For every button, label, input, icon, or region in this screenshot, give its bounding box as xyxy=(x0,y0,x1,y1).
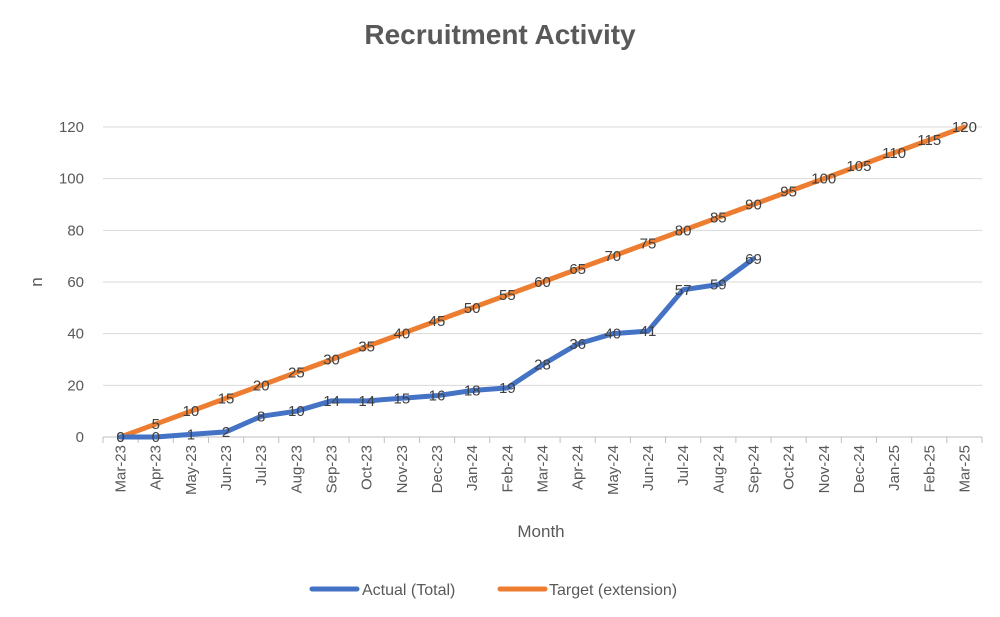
data-label-target: 40 xyxy=(394,326,411,343)
x-tick-label: Jun-23 xyxy=(218,445,235,491)
data-label-target: 70 xyxy=(604,248,621,265)
x-tick-label: Sep-24 xyxy=(745,445,762,493)
data-labels-layer: 0510152025303540455055606570758085909510… xyxy=(116,119,977,446)
data-label-target: 80 xyxy=(675,222,692,239)
series-layer xyxy=(118,124,967,440)
x-tick-label: May-23 xyxy=(183,445,200,495)
x-tick-label: Aug-23 xyxy=(288,445,305,493)
data-label-target: 60 xyxy=(534,274,551,291)
x-tick-label: Jul-23 xyxy=(253,445,270,486)
gridlines xyxy=(103,126,982,438)
data-label-target: 65 xyxy=(569,261,586,278)
data-label-target: 115 xyxy=(917,132,941,149)
data-label-target: 20 xyxy=(253,377,270,394)
series-line-target xyxy=(118,124,967,440)
x-tick-label: Dec-23 xyxy=(429,445,446,493)
x-tick-label: Jan-25 xyxy=(886,445,903,491)
data-label-target: 55 xyxy=(499,287,516,304)
data-label-actual: 19 xyxy=(499,380,516,397)
x-tick-label: May-24 xyxy=(605,445,622,495)
y-axis-title: n xyxy=(27,277,46,286)
series-line-actual xyxy=(118,256,756,440)
x-tick-label: Nov-23 xyxy=(394,445,411,493)
data-label-actual: 15 xyxy=(394,390,411,407)
data-label-target: 25 xyxy=(288,364,305,381)
data-label-actual: 41 xyxy=(640,323,657,340)
data-label-actual: 40 xyxy=(604,326,621,343)
data-label-target: 35 xyxy=(358,339,375,356)
data-label-target: 105 xyxy=(846,158,871,175)
data-label-target: 75 xyxy=(640,235,657,252)
x-tick-label: Mar-24 xyxy=(535,445,552,493)
data-label-target: 50 xyxy=(464,300,481,317)
data-label-target: 85 xyxy=(710,209,727,226)
data-label-target: 100 xyxy=(811,171,836,188)
data-label-actual: 18 xyxy=(464,383,481,400)
y-tick-label: 0 xyxy=(76,429,84,446)
x-axis-ticks: Mar-23 Apr-23 May-23 Jun-23 Jul-23 Aug-23 Sep-… xyxy=(102,437,983,495)
data-label-target: 30 xyxy=(323,352,340,369)
data-label-actual: 0 xyxy=(152,429,160,446)
data-label-target: 10 xyxy=(183,403,200,420)
data-label-actual: 14 xyxy=(358,393,375,410)
x-tick-label: Oct-23 xyxy=(359,445,376,490)
data-label-target: 120 xyxy=(952,119,977,136)
x-tick-label: Feb-24 xyxy=(499,445,516,493)
y-tick-label: 120 xyxy=(59,119,84,136)
data-label-target: 0 xyxy=(116,429,124,446)
data-label-target: 15 xyxy=(218,390,235,407)
chart-title: Recruitment Activity xyxy=(364,19,636,50)
x-tick-label: Nov-24 xyxy=(816,445,833,493)
data-label-actual: 36 xyxy=(569,336,586,353)
data-label-target: 95 xyxy=(780,184,797,201)
data-label-actual: 0 xyxy=(116,429,124,446)
x-tick-label: Dec-24 xyxy=(851,445,868,493)
legend-label-actual: Actual (Total) xyxy=(362,582,455,599)
x-tick-label: Mar-23 xyxy=(113,445,130,493)
x-tick-label: Jan-24 xyxy=(464,445,481,491)
legend-label-target: Target (extension) xyxy=(549,582,677,599)
x-tick-label: Apr-23 xyxy=(148,445,165,490)
y-tick-label: 20 xyxy=(67,377,84,394)
x-tick-label: Feb-25 xyxy=(921,445,938,493)
data-label-target: 45 xyxy=(429,313,446,330)
data-label-actual: 28 xyxy=(534,357,551,374)
x-tick-label: Aug-24 xyxy=(710,445,727,493)
data-label-actual: 57 xyxy=(675,282,692,299)
y-axis-ticks: 0 20 40 60 80 100 120 xyxy=(59,119,84,446)
data-label-actual: 10 xyxy=(288,403,305,420)
y-tick-label: 100 xyxy=(59,171,84,188)
data-label-target: 90 xyxy=(745,197,762,214)
x-tick-label: Apr-24 xyxy=(570,445,587,490)
data-label-actual: 1 xyxy=(187,426,195,443)
data-label-actual: 2 xyxy=(222,424,230,441)
data-label-actual: 14 xyxy=(323,393,340,410)
data-label-target: 5 xyxy=(152,416,160,433)
y-tick-label: 60 xyxy=(67,274,84,291)
data-label-target: 110 xyxy=(882,145,906,162)
x-tick-label: Mar-25 xyxy=(956,445,973,493)
x-tick-label: Jun-24 xyxy=(640,445,657,491)
data-label-actual: 69 xyxy=(745,251,762,268)
x-axis-title: Month xyxy=(517,522,564,541)
y-tick-label: 80 xyxy=(67,222,84,239)
y-tick-label: 40 xyxy=(67,326,84,343)
x-tick-label: Jul-24 xyxy=(675,445,692,486)
legend: Actual (Total) Target (extension) xyxy=(309,582,677,599)
data-label-actual: 8 xyxy=(257,408,265,425)
x-tick-label: Oct-24 xyxy=(781,445,798,490)
x-tick-label: Sep-23 xyxy=(324,445,341,493)
data-label-actual: 59 xyxy=(710,277,727,294)
data-label-actual: 16 xyxy=(429,388,446,405)
